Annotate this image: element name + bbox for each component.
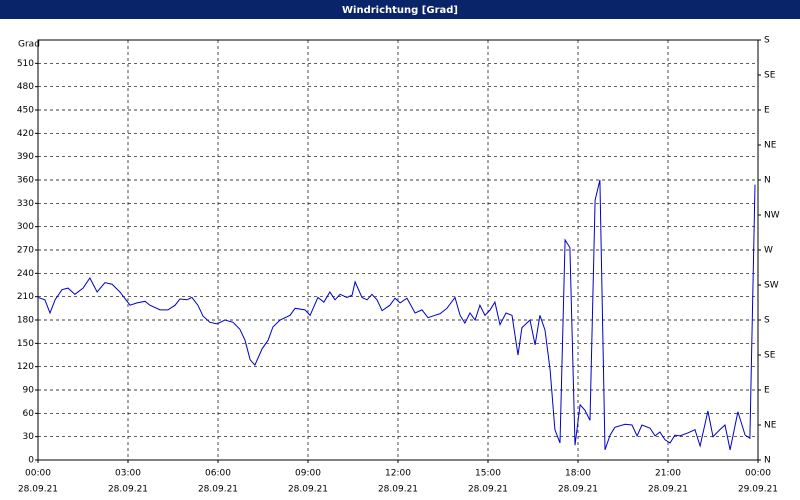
y-tick-label: 180	[17, 316, 34, 326]
x-tick-label: 12:00	[385, 469, 411, 479]
y-tick-label: 300	[17, 222, 34, 232]
x-tick-date: 28.09.21	[468, 485, 508, 495]
y-tick-label: 30	[23, 432, 35, 442]
x-tick-label: 09:00	[295, 469, 321, 479]
y-tick-label: 420	[17, 129, 34, 139]
x-tick-date: 28.09.21	[378, 485, 418, 495]
data-line	[37, 179, 756, 451]
y-tick-label: 390	[17, 152, 34, 162]
x-tick-date: 28.09.21	[108, 485, 148, 495]
y2-tick-label: N	[764, 456, 771, 466]
y-tick-label: 330	[17, 199, 34, 209]
y2-tick-label: NW	[764, 211, 780, 221]
y2-tick-label: SW	[764, 281, 779, 291]
chart-title: Windrichtung [Grad]	[342, 5, 458, 16]
x-tick-label: 00:00	[25, 469, 51, 479]
y-tick-label: 0	[28, 456, 34, 466]
y-tick-label: 210	[17, 292, 34, 302]
x-tick-date: 29.09.21	[738, 485, 778, 495]
y2-tick-label: SE	[764, 351, 776, 361]
title-bar	[0, 0, 800, 19]
x-tick-label: 06:00	[205, 469, 231, 479]
x-tick-label: 03:00	[115, 469, 141, 479]
y-tick-label: 450	[17, 106, 34, 116]
y2-tick-label: E	[764, 386, 770, 396]
y-tick-label: 480	[17, 82, 34, 92]
y2-tick-label: W	[764, 246, 773, 256]
y2-tick-label: NE	[764, 141, 777, 151]
y2-tick-label: N	[764, 176, 771, 186]
y2-tick-label: SE	[764, 71, 776, 81]
y-tick-label: 510	[17, 59, 34, 69]
x-tick-date: 28.09.21	[18, 485, 58, 495]
x-tick-label: 15:00	[475, 469, 501, 479]
x-tick-date: 28.09.21	[648, 485, 688, 495]
y-tick-label: 240	[17, 269, 34, 279]
y-axis-label: Grad	[18, 40, 40, 50]
y-tick-label: 360	[17, 176, 34, 186]
y2-tick-label: S	[764, 36, 770, 46]
y-tick-label: 270	[17, 246, 34, 256]
y2-tick-label: S	[764, 316, 770, 326]
x-tick-date: 28.09.21	[198, 485, 238, 495]
y-tick-label: 120	[17, 362, 34, 372]
x-tick-label: 00:00	[745, 469, 771, 479]
y2-tick-label: E	[764, 106, 770, 116]
x-tick-label: 18:00	[565, 469, 591, 479]
x-tick-label: 21:00	[655, 469, 681, 479]
y-tick-label: 150	[17, 339, 34, 349]
x-tick-date: 28.09.21	[558, 485, 598, 495]
y-tick-label: 60	[23, 409, 35, 419]
x-tick-date: 28.09.21	[288, 485, 328, 495]
y-tick-label: 90	[23, 386, 35, 396]
y2-tick-label: NE	[764, 421, 777, 431]
